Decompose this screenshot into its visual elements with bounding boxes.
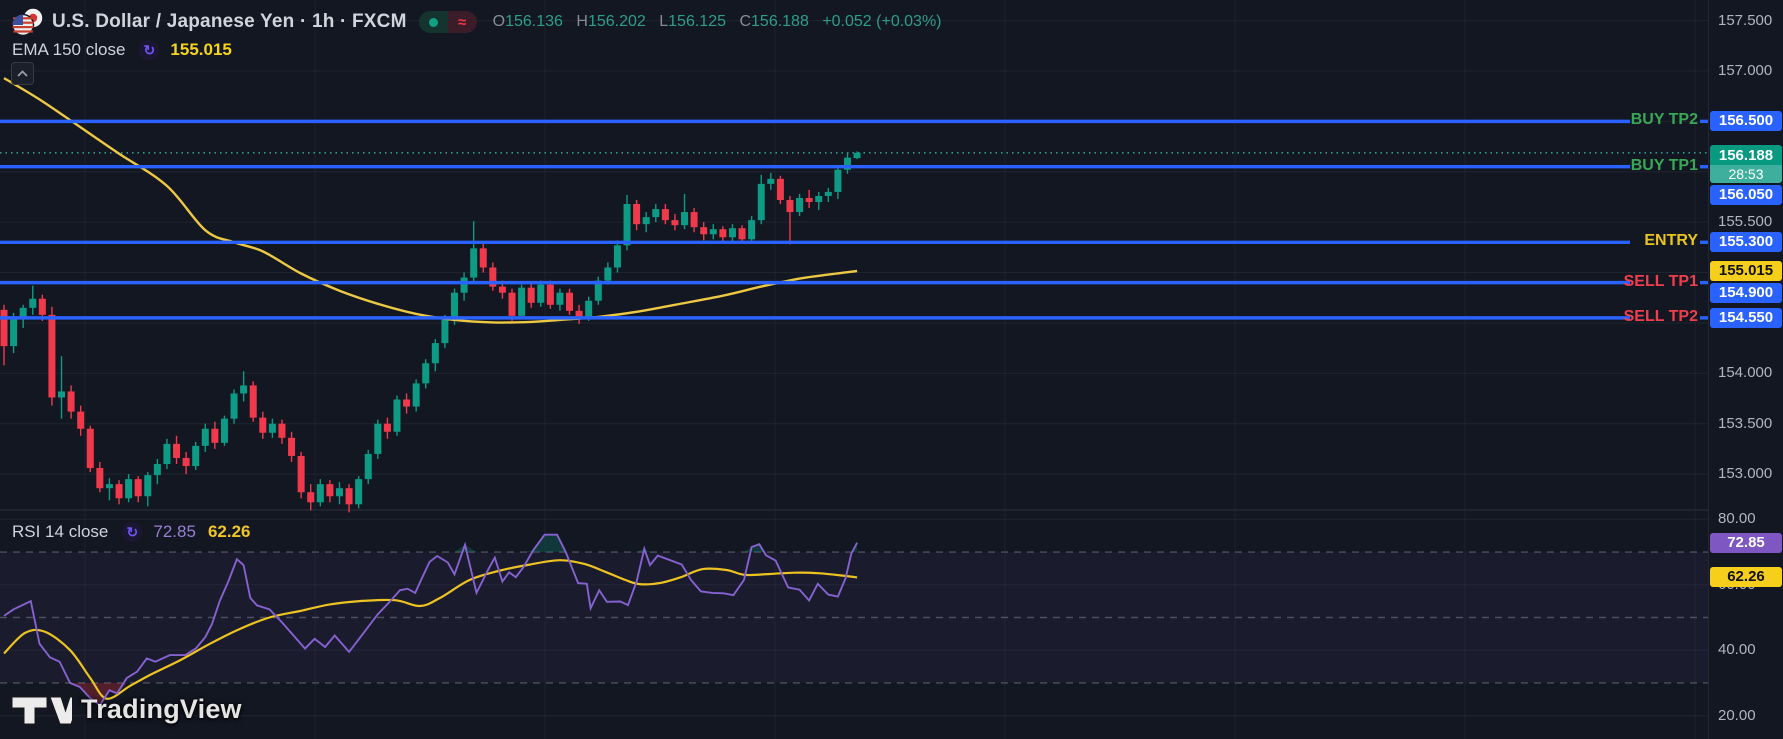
chevron-up-icon bbox=[17, 70, 28, 77]
rsi-legend-label: RSI 14 close bbox=[12, 522, 109, 541]
last-price-badge: 156.188 28:53 bbox=[1710, 145, 1782, 183]
price-level-badge: 154.900 bbox=[1710, 283, 1782, 303]
tradingview-logo[interactable]: TradingView bbox=[10, 692, 242, 726]
price-axis-label: 153.000 bbox=[1718, 465, 1773, 483]
tradingview-mark-icon bbox=[11, 696, 72, 725]
rsi-axis-label: 20.00 bbox=[1718, 706, 1756, 724]
price-axis-panel[interactable]: 157.500 157.000 155.500 154.000 153.500 153.0… bbox=[1708, 0, 1783, 739]
open-value: 156.136 bbox=[505, 13, 563, 30]
price-level-badge: 154.550 bbox=[1710, 307, 1782, 328]
level-label-buy-tp2[interactable]: BUY TP2 bbox=[1630, 111, 1698, 129]
price-level-badge: 155.015 bbox=[1710, 261, 1782, 282]
price-axis-label: 153.500 bbox=[1718, 414, 1773, 432]
indicator-sync-icon[interactable]: ↻ bbox=[122, 522, 143, 542]
level-label-buy-tp1[interactable]: BUY TP1 bbox=[1630, 156, 1698, 174]
rsi-ma-value: 62.26 bbox=[207, 522, 251, 541]
last-price-value: 156.188 bbox=[1718, 147, 1774, 164]
change-value: +0.052 (+0.03%) bbox=[822, 13, 942, 30]
price-level-badge: 155.300 bbox=[1710, 232, 1782, 253]
ema-legend[interactable]: EMA 150 close ↻ 155.015 bbox=[12, 38, 232, 62]
rsi-level-badge: 72.85 bbox=[1710, 532, 1782, 553]
replay-wave-icon: ≈ bbox=[447, 11, 477, 33]
price-axis-label: 157.000 bbox=[1718, 62, 1773, 79]
rsi-legend[interactable]: RSI 14 close ↻ 72.85 62.26 bbox=[12, 520, 250, 544]
market-open-dot-icon bbox=[428, 17, 438, 27]
rsi-axis-label: 80.00 bbox=[1718, 510, 1756, 528]
close-value: 156.188 bbox=[751, 13, 809, 30]
ohlc-readout: O156.136 H156.202 L156.125 C156.188 +0.0… bbox=[492, 13, 942, 30]
price-axis-label: 154.000 bbox=[1718, 364, 1773, 382]
symbol-title[interactable]: U.S. Dollar / Japanese Yen · 1h · FXCM bbox=[52, 11, 407, 32]
rsi-level-badge: 62.26 bbox=[1710, 567, 1782, 588]
price-axis-label: 155.500 bbox=[1718, 213, 1773, 231]
level-label-sell-tp1[interactable]: SELL TP1 bbox=[1623, 272, 1698, 290]
ema-value: 155.015 bbox=[170, 40, 232, 59]
price-level-badge: 156.050 bbox=[1710, 184, 1782, 205]
chart-header: U.S. Dollar / Japanese Yen · 1h · FXCM ≈… bbox=[12, 7, 942, 37]
price-axis-label: 157.500 bbox=[1718, 11, 1773, 29]
pane-collapse-button[interactable] bbox=[11, 62, 34, 85]
symbol-flags-icon[interactable] bbox=[12, 7, 44, 37]
ema-legend-label: EMA 150 close bbox=[12, 40, 126, 59]
rsi-axis-label: 40.00 bbox=[1718, 641, 1756, 659]
level-label-sell-tp2[interactable]: SELL TP2 bbox=[1623, 307, 1698, 325]
price-level-badge: 156.500 bbox=[1710, 111, 1782, 132]
level-label-entry[interactable]: ENTRY bbox=[1644, 232, 1698, 250]
rsi-value: 72.85 bbox=[153, 522, 196, 541]
tradingview-logo-text: TradingView bbox=[81, 693, 242, 724]
indicator-sync-icon[interactable]: ↻ bbox=[139, 40, 160, 60]
market-status-pill[interactable]: ≈ bbox=[418, 11, 477, 33]
low-value: 156.125 bbox=[668, 13, 726, 30]
bar-countdown: 28:53 bbox=[1710, 165, 1782, 183]
high-value: 156.202 bbox=[587, 13, 646, 30]
